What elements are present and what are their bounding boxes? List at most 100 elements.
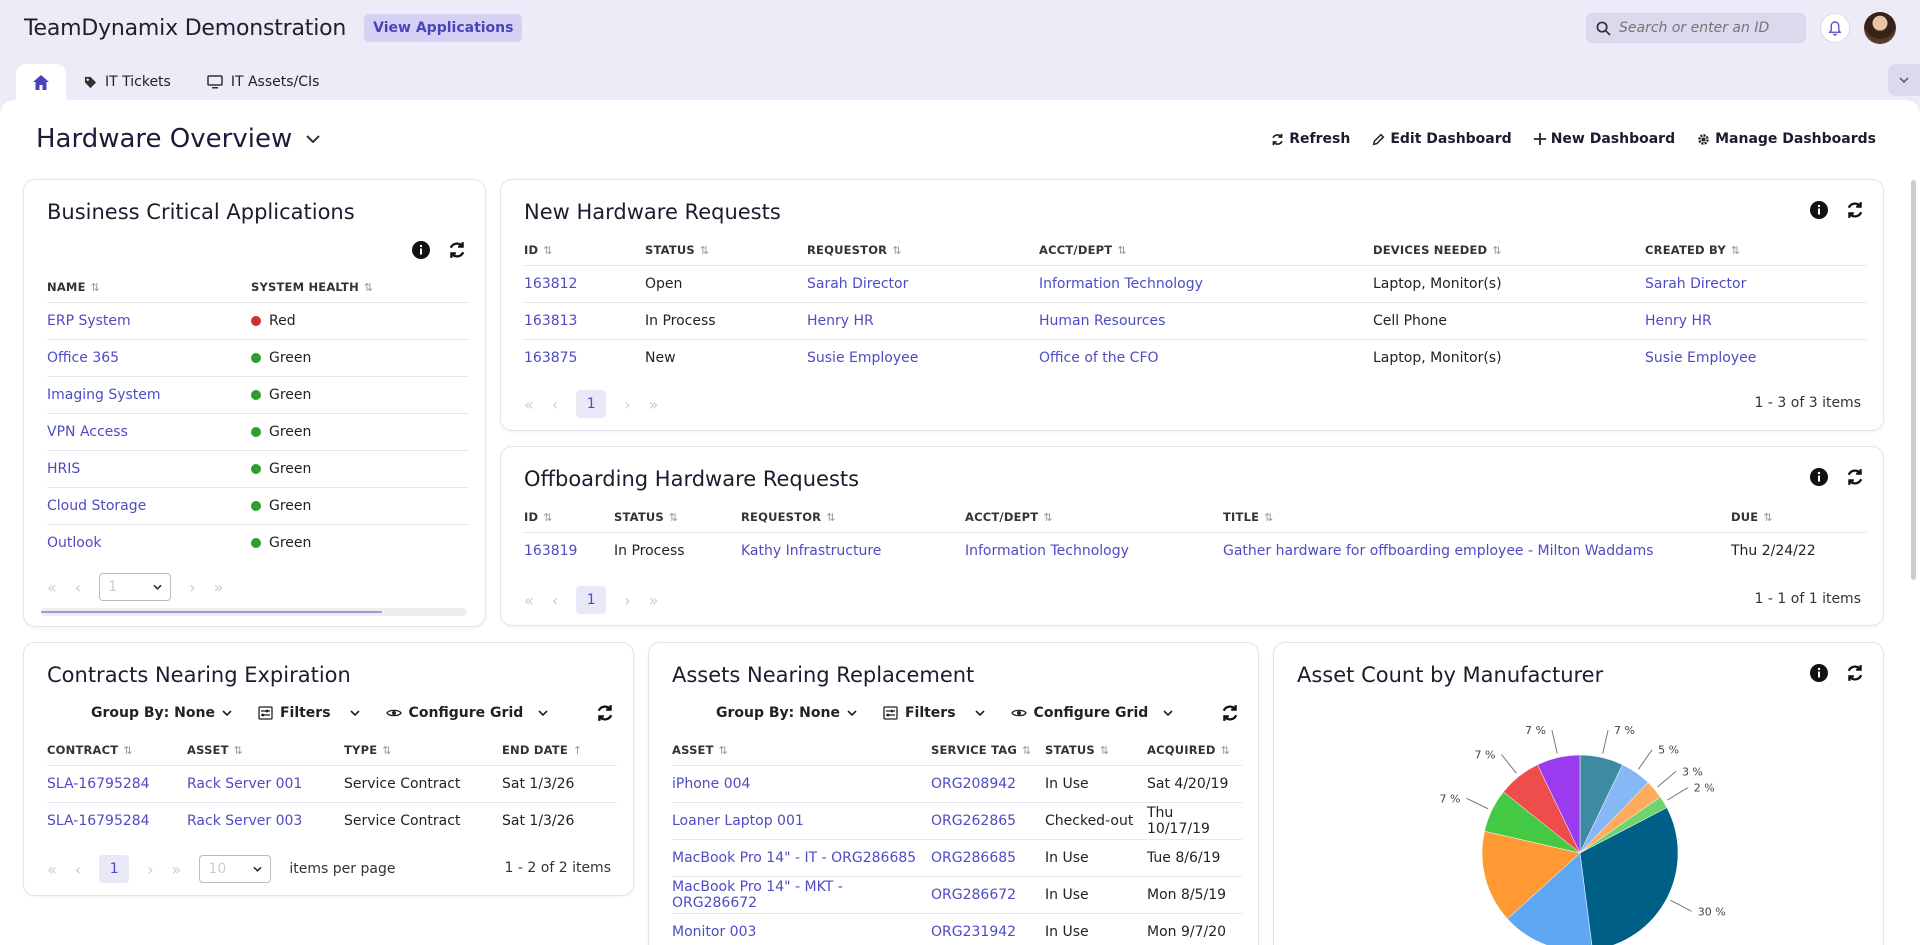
row-link[interactable]: Human Resources [1039, 301, 1373, 339]
tab-it-tickets[interactable]: IT Tickets [66, 64, 189, 100]
table-row[interactable]: SLA-16795284 Rack Server 003 Service Contr… [47, 801, 617, 839]
manage-dashboards-button[interactable]: Manage Dashboards [1697, 131, 1876, 147]
tab-home[interactable] [16, 64, 66, 100]
pie-slice[interactable] [1579, 807, 1679, 945]
row-link[interactable]: ORG286672 [931, 875, 1045, 913]
row-link[interactable]: Susie Employee [1645, 338, 1867, 376]
row-link[interactable]: Gather hardware for offboarding employee… [1223, 531, 1731, 569]
col-name[interactable]: NAME ⇅ [47, 272, 251, 303]
page-1-button[interactable]: 1 [99, 855, 130, 883]
col-requestor[interactable]: REQUESTOR ⇅ [741, 502, 965, 533]
table-row[interactable]: 163813 In Process Henry HR Human Resources C… [524, 301, 1867, 339]
refresh-button[interactable] [1845, 200, 1865, 220]
row-link[interactable]: Sarah Director [1645, 264, 1867, 302]
table-row[interactable]: 163819 In Process Kathy Infrastructure Info… [524, 531, 1867, 569]
first-page-button[interactable]: « [524, 590, 534, 610]
col-asset[interactable]: ASSET ⇅ [187, 735, 344, 766]
table-row[interactable]: Loaner Laptop 001 ORG262865 Checked-out Thu… [672, 801, 1242, 839]
row-link[interactable]: 163812 [524, 264, 645, 302]
col-acct-dept[interactable]: ACCT/DEPT ⇅ [1039, 235, 1373, 266]
info-button[interactable] [1809, 200, 1829, 220]
refresh-button[interactable] [1220, 703, 1240, 723]
group-by-dropdown[interactable]: Group By: None [91, 705, 232, 721]
col-end-date[interactable]: END DATE ↑ [502, 735, 617, 766]
col-due[interactable]: DUE ⇅ [1731, 502, 1867, 533]
page-scrollbar[interactable] [1911, 180, 1916, 580]
prev-page-button[interactable]: ‹ [74, 577, 82, 597]
search-box[interactable] [1586, 13, 1806, 43]
row-link[interactable]: ORG231942 [931, 912, 1045, 945]
filters-dropdown[interactable]: Filters [258, 705, 360, 721]
col-requestor[interactable]: REQUESTOR ⇅ [807, 235, 1039, 266]
notifications-button[interactable] [1820, 13, 1850, 43]
table-row[interactable]: Office 365 Green [47, 338, 469, 376]
info-button[interactable] [1809, 467, 1829, 487]
configure-grid-dropdown[interactable]: Configure Grid [1010, 705, 1174, 721]
row-link[interactable]: 163819 [524, 531, 614, 569]
group-by-dropdown[interactable]: Group By: None [716, 705, 857, 721]
row-link[interactable]: 163875 [524, 338, 645, 376]
app-name-link[interactable]: Office 365 [47, 338, 251, 376]
table-row[interactable]: VPN Access Green [47, 412, 469, 450]
col-acct-dept[interactable]: ACCT/DEPT ⇅ [965, 502, 1223, 533]
prev-page-button[interactable]: ‹ [74, 859, 82, 879]
configure-grid-dropdown[interactable]: Configure Grid [385, 705, 549, 721]
page-select[interactable]: 1 [99, 573, 172, 601]
row-link[interactable]: Rack Server 001 [187, 764, 344, 802]
col-status[interactable]: STATUS ⇅ [614, 502, 741, 533]
row-link[interactable]: Henry HR [807, 301, 1039, 339]
new-dashboard-button[interactable]: New Dashboard [1533, 131, 1675, 147]
col-type[interactable]: TYPE ⇅ [344, 735, 502, 766]
table-row[interactable]: Imaging System Green [47, 375, 469, 413]
row-link[interactable]: Sarah Director [807, 264, 1039, 302]
next-page-button[interactable]: › [189, 577, 196, 597]
next-page-button[interactable]: › [147, 859, 154, 879]
row-link[interactable]: Rack Server 003 [187, 801, 344, 839]
info-button[interactable] [411, 240, 431, 260]
next-page-button[interactable]: › [624, 394, 631, 414]
col-id[interactable]: ID ⇅ [524, 235, 645, 266]
col-asset[interactable]: ASSET ⇅ [672, 735, 931, 766]
last-page-button[interactable]: » [648, 394, 659, 414]
table-row[interactable]: SLA-16795284 Rack Server 001 Service Contr… [47, 764, 617, 802]
col-devices-needed[interactable]: DEVICES NEEDED ⇅ [1373, 235, 1645, 266]
row-link[interactable]: ORG286685 [931, 838, 1045, 876]
row-link[interactable]: SLA-16795284 [47, 764, 187, 802]
col-created-by[interactable]: CREATED BY ⇅ [1645, 235, 1867, 266]
app-name-link[interactable]: Cloud Storage [47, 486, 251, 524]
refresh-button[interactable] [1845, 467, 1865, 487]
col-status[interactable]: STATUS ⇅ [645, 235, 807, 266]
row-link[interactable]: SLA-16795284 [47, 801, 187, 839]
table-row[interactable]: Cloud Storage Green [47, 486, 469, 524]
table-row[interactable]: HRIS Green [47, 449, 469, 487]
row-link[interactable]: Henry HR [1645, 301, 1867, 339]
edit-dashboard-button[interactable]: Edit Dashboard [1372, 131, 1512, 147]
filters-dropdown[interactable]: Filters [883, 705, 985, 721]
refresh-button[interactable]: Refresh [1271, 131, 1350, 147]
col-status[interactable]: STATUS ⇅ [1045, 735, 1147, 766]
page-1-button[interactable]: 1 [576, 586, 607, 614]
row-link[interactable]: ORG208942 [931, 764, 1045, 802]
row-link[interactable]: Information Technology [965, 531, 1223, 569]
view-applications-button[interactable]: View Applications [364, 14, 523, 42]
app-name-link[interactable]: VPN Access [47, 412, 251, 450]
prev-page-button[interactable]: ‹ [551, 590, 559, 610]
row-link[interactable]: MacBook Pro 14" - MKT - ORG286672 [672, 875, 931, 913]
col-contract[interactable]: CONTRACT ⇅ [47, 735, 187, 766]
first-page-button[interactable]: « [47, 577, 57, 597]
app-name-link[interactable]: Outlook [47, 523, 251, 561]
pie-slice[interactable] [1537, 754, 1581, 854]
col-id[interactable]: ID ⇅ [524, 502, 614, 533]
last-page-button[interactable]: » [648, 590, 659, 610]
refresh-button[interactable] [447, 240, 467, 260]
horizontal-scrollbar[interactable] [41, 608, 467, 616]
app-name-link[interactable]: Imaging System [47, 375, 251, 413]
row-link[interactable]: Loaner Laptop 001 [672, 801, 931, 839]
col-acquired[interactable]: ACQUIRED ⇅ [1147, 735, 1242, 766]
table-row[interactable]: MacBook Pro 14" - MKT - ORG286672 ORG2866… [672, 875, 1242, 913]
table-row[interactable]: iPhone 004 ORG208942 In Use Sat 4/20/19 [672, 764, 1242, 802]
table-row[interactable]: Outlook Green [47, 523, 469, 561]
col-system-health[interactable]: SYSTEM HEALTH ⇅ [251, 272, 469, 303]
next-page-button[interactable]: › [624, 590, 631, 610]
row-link[interactable]: iPhone 004 [672, 764, 931, 802]
